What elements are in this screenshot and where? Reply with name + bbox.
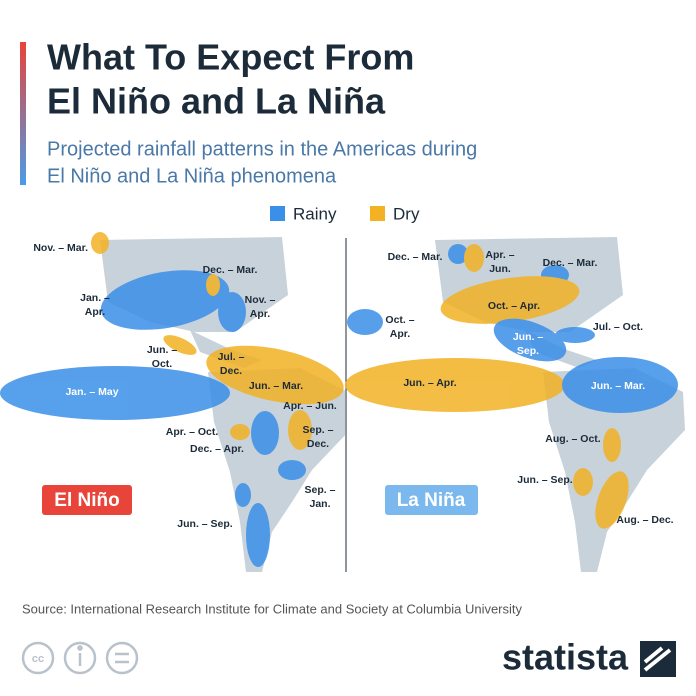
zone-label: Jul. – Oct.	[593, 321, 643, 333]
zone-label: Dec.	[307, 438, 329, 450]
zone-label: Jun. – Mar.	[249, 380, 303, 392]
zone-label: Nov. –	[245, 294, 276, 306]
zone-label: Sep. –	[303, 424, 334, 436]
legend-label: Rainy	[293, 204, 337, 223]
zone-label: Oct.	[152, 358, 173, 370]
badge	[42, 485, 132, 515]
badge	[385, 485, 478, 515]
zone-label: Apr.	[250, 308, 271, 320]
zone-label: Jun. – Apr.	[403, 377, 456, 389]
zone-label: Aug. – Oct.	[545, 433, 601, 445]
brand-icon-mark	[643, 646, 672, 672]
zone-label: Jan. – May	[65, 386, 118, 398]
title: El Niño and La Niña	[47, 81, 386, 122]
zone-label: Jun. – Sep.	[177, 518, 233, 530]
accent-bar	[20, 42, 26, 185]
legend-label: Dry	[393, 204, 420, 223]
zone-label: Jun. – Mar.	[591, 380, 645, 392]
subtitle: Projected rainfall patterns in the Ameri…	[47, 138, 477, 160]
zone-label: Apr. – Jun.	[283, 400, 337, 412]
la-nina-zones	[345, 244, 678, 529]
zone-labels: Nov. – Mar. Jan. – Apr. Dec. – Mar. Nov. – Ap…	[33, 242, 673, 530]
zone-label: Oct. –	[385, 314, 414, 326]
zone-label: Jun. –	[513, 331, 544, 343]
zone-label: Jul. –	[218, 351, 245, 363]
zone-label: Jun. – Sep.	[517, 474, 573, 486]
legend-swatch	[370, 206, 385, 221]
license-icons	[21, 641, 139, 675]
zone-label: Dec. – Mar.	[388, 251, 443, 263]
zone-label: Jan. –	[80, 292, 110, 304]
el-nino-zones	[0, 232, 344, 567]
source: Source: International Research Institute…	[22, 601, 523, 616]
zone-label: Nov. – Mar.	[33, 242, 88, 254]
zone-label: Dec. – Mar.	[203, 264, 258, 276]
cc-icon: cc	[32, 653, 44, 665]
zone-label: Jan.	[309, 498, 330, 510]
zone-label: Sep.	[517, 345, 539, 357]
title: What To Expect From	[47, 37, 414, 78]
zone-label: Apr.	[390, 328, 411, 340]
zone-label: Dec. – Mar.	[543, 257, 598, 269]
zone-label: Oct. – Apr.	[488, 300, 540, 312]
legend-swatch	[270, 206, 285, 221]
zone-label: Aug. – Dec.	[616, 514, 673, 526]
subtitle: El Niño and La Niña phenomena	[47, 165, 337, 187]
zone-label: Apr. – Oct.	[166, 426, 219, 438]
zone-label: Dec.	[220, 365, 242, 377]
badge-label: El Niño	[54, 490, 119, 511]
zone-label: Apr. –	[485, 249, 514, 261]
badge-label: La Niña	[397, 490, 466, 511]
brand: statista	[502, 637, 629, 678]
zone-label: Dec. – Apr.	[190, 443, 244, 455]
zone-label: Apr.	[85, 306, 106, 318]
zone-label: Sep. –	[305, 484, 336, 496]
zone-label: Jun. –	[147, 344, 178, 356]
zone-label: Jun.	[489, 263, 511, 275]
